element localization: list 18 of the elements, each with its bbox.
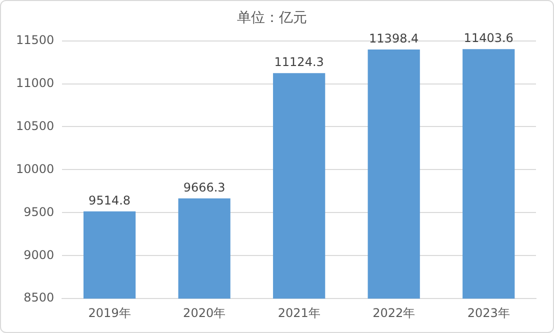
data-label: 11124.3 bbox=[274, 55, 324, 70]
x-tick-label: 2023年 bbox=[467, 306, 510, 320]
x-tick-label: 2021年 bbox=[278, 306, 320, 320]
y-tick-label: 8500 bbox=[24, 290, 54, 305]
y-tick-label: 9500 bbox=[24, 204, 54, 219]
data-label: 9666.3 bbox=[183, 180, 226, 194]
data-label: 9514.8 bbox=[88, 194, 131, 208]
chart-title: 单位：亿元 bbox=[237, 10, 307, 26]
x-tick-label: 2019年 bbox=[88, 306, 131, 320]
y-tick-label: 10500 bbox=[16, 118, 54, 133]
data-label: 11398.4 bbox=[369, 32, 419, 46]
x-tick-label: 2020年 bbox=[183, 306, 226, 320]
data-label: 11403.6 bbox=[464, 31, 514, 46]
y-tick-label: 11500 bbox=[16, 32, 54, 47]
y-tick-label: 9000 bbox=[24, 248, 54, 262]
y-tick-label: 11000 bbox=[16, 76, 54, 90]
y-tick-label: 10000 bbox=[16, 162, 54, 176]
x-tick-label: 2022年 bbox=[372, 306, 416, 320]
